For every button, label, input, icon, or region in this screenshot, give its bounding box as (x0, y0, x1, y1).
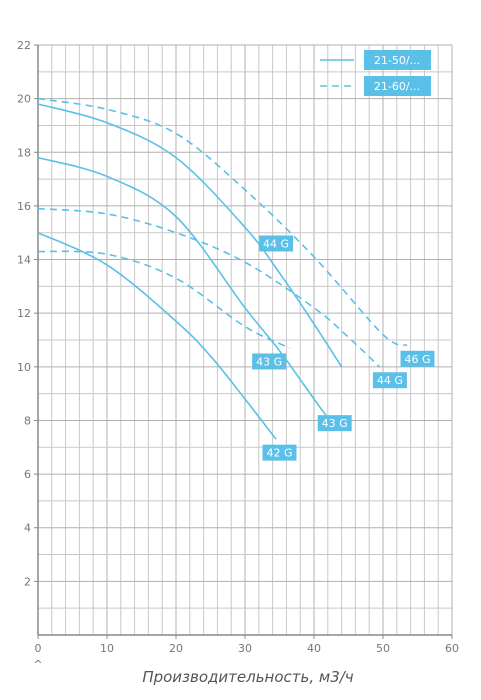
curve-label: 46 G (400, 350, 435, 367)
chart-axes (34, 44, 453, 639)
legend-label: 21-50/... (374, 54, 420, 67)
x-tick-label: 40 (307, 642, 321, 655)
curve-label: 44 G (259, 235, 294, 252)
series-curve-dashed-43-g (37, 250, 291, 349)
curve-label-box (317, 415, 352, 432)
x-axis-label: Производительность, м3/ч (142, 668, 353, 686)
x-tick-label: 10 (100, 642, 114, 655)
y-tick-label: 20 (17, 93, 31, 106)
curve-label-box (252, 353, 287, 370)
curve-label: 43 G (252, 353, 287, 370)
curve-label-box (372, 372, 407, 389)
chart-legend: 21-50/... 21-60/... (320, 50, 431, 96)
curve-label: 44 G (372, 372, 407, 389)
legend-label: 21-60/... (374, 80, 420, 93)
x-origin-mark: ^ (33, 658, 42, 671)
y-tick-label: 14 (17, 254, 31, 267)
y-tick-label: 4 (24, 522, 31, 535)
curve-label-box (262, 444, 297, 461)
chart-curves (37, 97, 408, 440)
chart-ticks: 2 4 6 8 10 12 14 16 18 20 22 0 10 20 30 40 50 60 ^ (17, 39, 459, 671)
x-tick-label: 30 (238, 642, 252, 655)
y-tick-label: 18 (17, 146, 31, 159)
x-tick-label: 0 (35, 642, 42, 655)
series-curve-solid-42-g (37, 232, 277, 440)
curve-label: 43 G (317, 415, 352, 432)
y-tick-label: 12 (17, 307, 31, 320)
legend-box (364, 50, 431, 70)
curve-label-box (400, 350, 435, 367)
curve-label-text: 42 G (266, 447, 292, 460)
y-tick-label: 22 (17, 39, 31, 52)
curve-label: 42 G (262, 444, 297, 461)
series-curve-dashed-46-g (37, 97, 408, 347)
series-curve-solid-43-g (37, 156, 329, 419)
y-tick-label: 6 (24, 468, 31, 481)
curve-label-box (259, 235, 294, 252)
y-tick-label: 16 (17, 200, 31, 213)
series-curve-solid-44-g (37, 103, 343, 368)
curve-label-text: 44 G (377, 374, 403, 387)
curve-label-text: 43 G (256, 355, 282, 368)
curve-label-text: 43 G (322, 417, 348, 430)
x-tick-label: 60 (445, 642, 459, 655)
chart-grid (37, 44, 453, 636)
chart-curve-labels: 44 G43 G42 G46 G44 G43 G (252, 235, 435, 461)
y-tick-label: 10 (17, 361, 31, 374)
y-tick-label: 2 (24, 575, 31, 588)
y-tick-label: 8 (24, 414, 31, 427)
x-tick-label: 20 (169, 642, 183, 655)
curve-label-text: 44 G (263, 237, 289, 250)
x-tick-label: 50 (376, 642, 390, 655)
curve-label-text: 46 G (404, 353, 430, 366)
legend-box (364, 76, 431, 96)
